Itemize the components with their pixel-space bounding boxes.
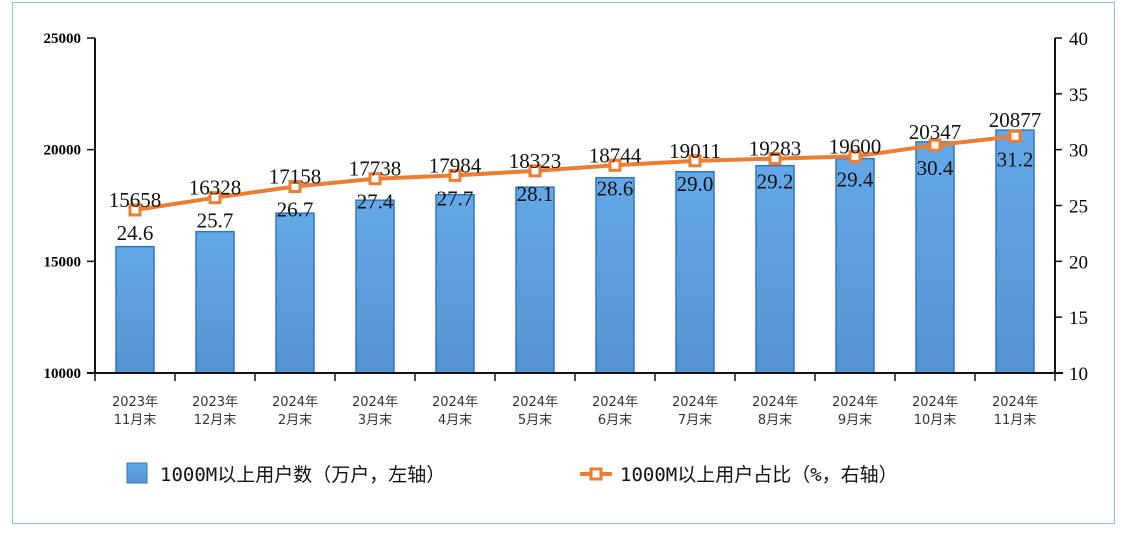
right-tick-label: 25 [1069,197,1088,218]
left-tick-label: 10000 [44,366,82,382]
line-marker [1008,129,1022,143]
x-tick-label: 2024年 8月末 [752,395,798,428]
line-data-label: 27.7 [437,186,474,210]
line-marker [528,164,542,178]
bar-data-label: 19011 [669,139,721,163]
bar [115,245,155,374]
line-data-label: 28.6 [597,176,634,200]
bar [755,164,795,374]
bar-data-label: 18744 [589,143,642,167]
line-marker [928,138,942,152]
line-data-label: 26.7 [277,198,314,222]
chart-frame [12,2,1115,524]
x-tick-label: 2023年 12月末 [192,395,238,428]
bar-data-label: 18323 [509,149,562,173]
legend-bar-swatch [126,462,148,484]
right-tick-label: 35 [1069,85,1088,106]
line-series [134,134,1016,212]
x-tick-label: 2024年 11月末 [992,395,1038,428]
right-tick-label: 20 [1069,252,1088,273]
x-tick-label: 2024年 2月末 [272,395,318,428]
right-tick-label: 15 [1069,308,1088,329]
bar-data-label: 15658 [109,188,162,212]
line-data-label: 25.7 [197,209,234,233]
bar [275,212,315,374]
line-data-label: 31.2 [997,147,1034,171]
x-tick-label: 2024年 3月末 [352,395,398,428]
line-marker [768,152,782,166]
line-data-label: 29.4 [837,167,874,191]
x-tick-label: 2024年 7月末 [672,395,718,428]
x-tick-label: 2024年 9月末 [832,395,878,428]
bar [515,186,555,374]
right-tick-label: 40 [1069,29,1088,50]
x-tick-label: 2024年 10月末 [912,395,958,428]
bar [435,193,475,374]
bar [595,176,635,374]
x-tick-label: 2024年 4月末 [432,395,478,428]
line-marker [608,158,622,172]
x-tick-label: 2024年 5月末 [512,395,558,428]
line-data-label: 24.6 [117,221,154,245]
x-tick-label: 2024年 6月末 [592,395,638,428]
line-data-label: 28.1 [517,182,554,206]
bar-data-label: 16328 [189,176,242,200]
legend-line-label: 1000M以上用户占比（%，右轴） [620,464,898,486]
bar-data-label: 17158 [269,165,322,189]
bar-data-label: 20347 [909,120,962,144]
bar-data-label: 17984 [429,153,482,177]
line-marker [128,203,142,217]
left-tick-label: 20000 [44,143,82,159]
line-marker [448,168,462,182]
bar-data-label: 19283 [749,137,802,161]
bar [195,230,235,374]
legend-bar-label: 1000M以上用户数（万户，左轴） [160,464,445,486]
right-tick-label: 30 [1069,141,1088,162]
bar [355,199,395,374]
line-marker [688,154,702,168]
bar [915,141,955,374]
line-marker [368,172,382,186]
bar-data-label: 19600 [829,134,882,158]
line-data-label: 27.4 [357,190,394,214]
right-tick-label: 10 [1069,364,1088,385]
bar [675,171,715,374]
left-tick-label: 15000 [44,254,82,270]
bar-data-label: 20877 [989,108,1042,132]
left-tick-label: 25000 [44,31,82,47]
legend-line-marker [589,467,603,481]
line-data-label: 29.0 [677,172,714,196]
line-marker [208,191,222,205]
line-marker [288,180,302,194]
line-data-label: 29.2 [757,170,794,194]
x-tick-label: 2023年 11月末 [112,395,158,428]
line-marker [848,149,862,163]
bar-data-label: 17738 [349,157,402,181]
line-data-label: 30.4 [917,156,954,180]
